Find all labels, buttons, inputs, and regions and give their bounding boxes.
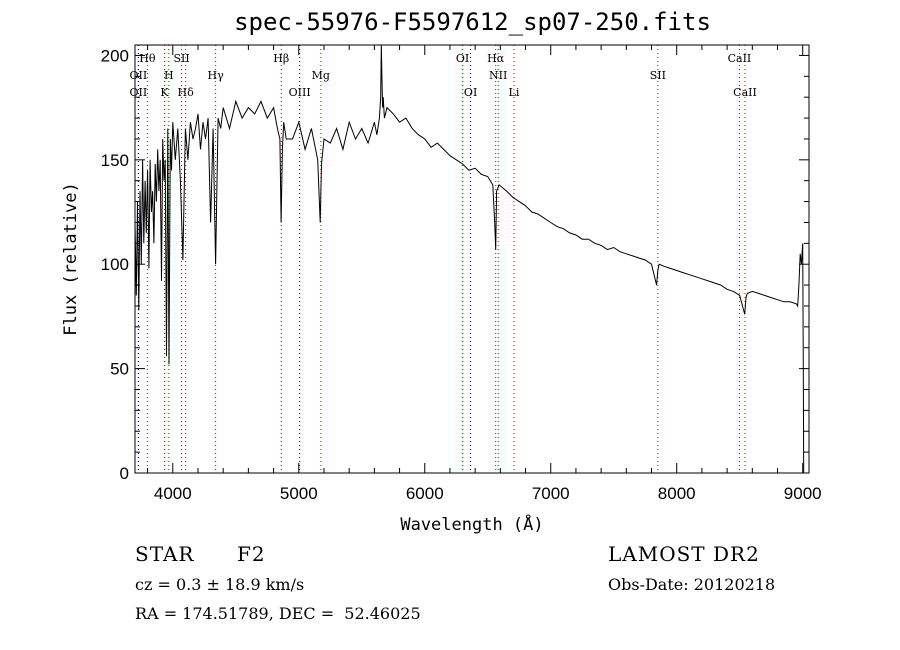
line-marker-label: SII	[650, 69, 666, 82]
line-markers	[137, 45, 746, 473]
x-tick-label: 4000	[154, 484, 192, 503]
object-class: STAR	[135, 542, 195, 566]
spectrum-line	[134, 44, 805, 474]
observation-date: Obs-Date: 20120218	[608, 575, 776, 594]
sky-coordinates: RA = 174.51789, DEC = 52.46025	[135, 604, 421, 623]
axes: 4000 5000 6000 7000 8000 9000 0 50 100 150 200	[101, 45, 822, 503]
y-tick-label: 0	[120, 464, 129, 483]
y-tick-label: 100	[101, 255, 129, 274]
redshift-velocity: cz = 0.3 ± 18.9 km/s	[135, 575, 305, 594]
x-tick-label: 5000	[280, 484, 318, 503]
x-tick-label: 6000	[406, 484, 444, 503]
line-marker-label: NII	[489, 69, 507, 82]
x-tick-label: 7000	[532, 484, 570, 503]
line-marker-label: Hβ	[273, 52, 289, 65]
marker-labels: Hθ SII Hβ OI Hα CaII OII H Hγ Mg NII SII OII K Hδ OIII O…	[130, 52, 757, 99]
object-subclass: F2	[237, 542, 266, 566]
line-marker-label: Hθ	[139, 52, 156, 65]
line-marker-label: OI	[456, 52, 469, 65]
line-marker-label: OIII	[289, 86, 311, 99]
y-tick-label: 200	[101, 46, 129, 65]
line-marker-label: SII	[173, 52, 189, 65]
data-release: LAMOST DR2	[608, 542, 760, 566]
line-marker-label: Mg	[312, 69, 330, 82]
chart-title: spec-55976-F5597612_sp07-250.fits	[234, 8, 711, 36]
y-tick-label: 150	[101, 151, 129, 170]
y-tick-label: 50	[110, 360, 129, 379]
x-tick-label: 9000	[784, 484, 822, 503]
line-marker-label: OII	[130, 86, 148, 99]
line-marker-label: Hγ	[208, 69, 225, 82]
x-axis-label: Wavelength (Å)	[400, 513, 543, 535]
y-axis-label: Flux (relative)	[61, 182, 81, 336]
line-marker-label: H	[164, 69, 174, 82]
line-marker-label: K	[160, 86, 169, 99]
line-marker-label: CaII	[728, 52, 752, 65]
line-marker-label: OI	[464, 86, 477, 99]
line-marker-label: Hδ	[178, 86, 195, 99]
line-marker-label: CaII	[733, 86, 757, 99]
line-marker-label: Hα	[487, 52, 505, 65]
plot-frame	[134, 44, 810, 474]
line-marker-label: OII	[130, 69, 148, 82]
line-marker-label: Li	[509, 86, 520, 99]
x-tick-label: 8000	[658, 484, 696, 503]
